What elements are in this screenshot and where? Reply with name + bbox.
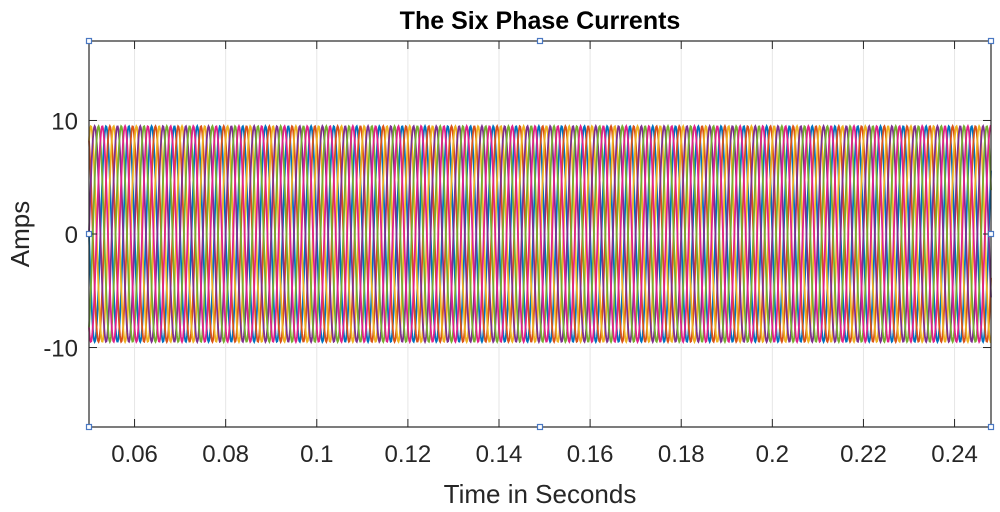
x-tick-label: 0.2 xyxy=(756,441,789,468)
y-tick-label: 10 xyxy=(51,108,78,135)
x-axis-label: Time in Seconds xyxy=(444,479,637,509)
selection-handle[interactable] xyxy=(85,37,93,45)
selection-handle[interactable] xyxy=(987,230,995,238)
x-tick-label: 0.24 xyxy=(931,441,978,468)
x-tick-label: 0.22 xyxy=(840,441,887,468)
x-tick-label: 0.14 xyxy=(476,441,523,468)
selection-handle[interactable] xyxy=(987,423,995,431)
y-tick-label: 0 xyxy=(65,222,78,249)
y-axis-label: Amps xyxy=(5,201,35,267)
x-tick-label: 0.12 xyxy=(385,441,432,468)
series-line-6 xyxy=(88,123,992,345)
axis-ticks: 0.06 0.08 0.1 0.12 0.14 0.16 0.18 0.2 0.22 0.24 -1… xyxy=(43,41,991,468)
series-lines xyxy=(88,123,992,345)
x-tick-label: 0.1 xyxy=(300,441,333,468)
y-tick-label: -10 xyxy=(43,336,78,363)
x-tick-label: 0.18 xyxy=(658,441,705,468)
series-line-4 xyxy=(88,123,992,345)
x-tick-label: 0.16 xyxy=(567,441,614,468)
selection-handle[interactable] xyxy=(987,37,995,45)
selection-handle[interactable] xyxy=(85,423,93,431)
selection-handle[interactable] xyxy=(85,230,93,238)
selection-handles xyxy=(85,37,995,431)
series-line-3 xyxy=(88,123,992,345)
selection-handle[interactable] xyxy=(536,37,544,45)
x-tick-label: 0.08 xyxy=(202,441,249,468)
selection-handle[interactable] xyxy=(536,423,544,431)
x-tick-label: 0.06 xyxy=(111,441,158,468)
chart-title: The Six Phase Currents xyxy=(400,7,681,35)
